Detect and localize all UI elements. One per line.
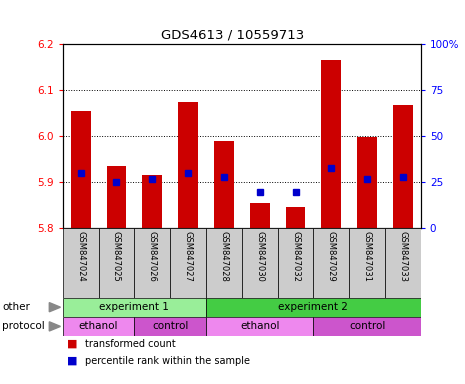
Bar — [63, 317, 134, 336]
Bar — [206, 317, 313, 336]
Text: control: control — [349, 321, 385, 331]
Bar — [321, 60, 341, 228]
Text: GSM847024: GSM847024 — [76, 230, 85, 281]
Bar — [134, 228, 170, 298]
Bar — [142, 175, 162, 228]
Bar — [278, 228, 313, 298]
Text: ethanol: ethanol — [240, 321, 279, 331]
Text: other: other — [2, 302, 30, 312]
Text: GSM847028: GSM847028 — [219, 230, 228, 281]
Bar — [206, 298, 421, 317]
Text: GSM847031: GSM847031 — [363, 230, 372, 281]
Text: protocol: protocol — [2, 321, 45, 331]
Bar — [242, 228, 278, 298]
Polygon shape — [49, 322, 60, 331]
Text: ■: ■ — [67, 356, 78, 366]
Bar — [313, 228, 349, 298]
Bar — [385, 228, 421, 298]
Text: GSM847026: GSM847026 — [148, 230, 157, 281]
Text: GSM847033: GSM847033 — [399, 230, 407, 281]
Text: experiment 1: experiment 1 — [100, 302, 169, 312]
Text: GDS4613 / 10559713: GDS4613 / 10559713 — [161, 29, 304, 42]
Text: experiment 2: experiment 2 — [279, 302, 348, 312]
Text: ■: ■ — [67, 339, 78, 349]
Bar — [214, 141, 234, 228]
Bar — [357, 137, 377, 228]
Bar — [393, 105, 413, 228]
Bar — [63, 298, 206, 317]
Bar — [170, 228, 206, 298]
Text: control: control — [152, 321, 188, 331]
Bar — [250, 203, 270, 228]
Text: GSM847025: GSM847025 — [112, 230, 121, 281]
Bar — [106, 166, 126, 228]
Bar — [134, 317, 206, 336]
Bar — [178, 102, 198, 228]
Polygon shape — [49, 303, 60, 312]
Bar — [206, 228, 242, 298]
Bar — [286, 207, 306, 228]
Bar — [63, 228, 99, 298]
Text: GSM847027: GSM847027 — [184, 230, 193, 281]
Bar — [99, 228, 134, 298]
Text: GSM847032: GSM847032 — [291, 230, 300, 281]
Bar — [349, 228, 385, 298]
Text: transformed count: transformed count — [85, 339, 176, 349]
Bar — [313, 317, 421, 336]
Bar — [71, 111, 91, 228]
Text: GSM847030: GSM847030 — [255, 230, 264, 281]
Text: GSM847029: GSM847029 — [327, 230, 336, 281]
Text: percentile rank within the sample: percentile rank within the sample — [85, 356, 250, 366]
Text: ethanol: ethanol — [79, 321, 118, 331]
